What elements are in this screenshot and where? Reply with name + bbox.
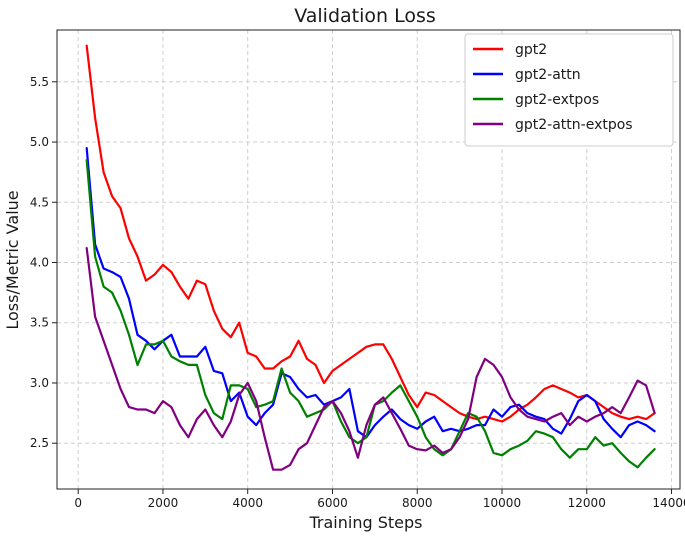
y-axis-label: Loss/Metric Value [3, 190, 22, 329]
series-line-gpt2 [85, 44, 656, 423]
x-tick-label: 10000 [483, 496, 521, 510]
chart-title: Validation Loss [294, 5, 436, 27]
x-tick-label: 2000 [148, 496, 179, 510]
x-axis-label: Training Steps [309, 513, 423, 532]
series-lines [85, 44, 656, 471]
legend: gpt2 gpt2-attn gpt2-extpos gpt2-attn-extpos [464, 33, 674, 147]
y-tick-label: 3.0 [30, 376, 49, 390]
legend-label-gpt2-attn: gpt2-attn [515, 67, 581, 83]
y-tick-label: 2.5 [30, 436, 49, 450]
legend-label-gpt2-extpos: gpt2-extpos [515, 92, 599, 108]
y-tick-label: 5.5 [30, 75, 49, 89]
x-tick-label: 0 [74, 496, 82, 510]
y-tick-label: 5.0 [30, 135, 49, 149]
legend-label-gpt2: gpt2 [515, 42, 547, 58]
y-tick-label: 4.0 [30, 256, 49, 270]
series-line-gpt2-attn-extpos [85, 247, 656, 471]
series-line-gpt2-extpos [85, 159, 656, 469]
y-tick-label: 4.5 [30, 195, 49, 209]
x-tick-label: 12000 [568, 496, 606, 510]
x-tick-label: 8000 [402, 496, 433, 510]
x-tick-label: 6000 [317, 496, 348, 510]
legend-frame [464, 33, 674, 147]
x-tick-label: 4000 [232, 496, 263, 510]
legend-label-gpt2-attn-extpos: gpt2-attn-extpos [515, 117, 633, 133]
series-line-gpt2-attn [85, 147, 656, 439]
y-tick-label: 3.5 [30, 316, 49, 330]
x-tick-label: 14000 [652, 496, 685, 510]
plot-area-frame [56, 29, 681, 490]
axis-ticks: 0 2000 4000 6000 8000 10000 12000 14000 2.5 3.0 3.… [30, 75, 685, 510]
